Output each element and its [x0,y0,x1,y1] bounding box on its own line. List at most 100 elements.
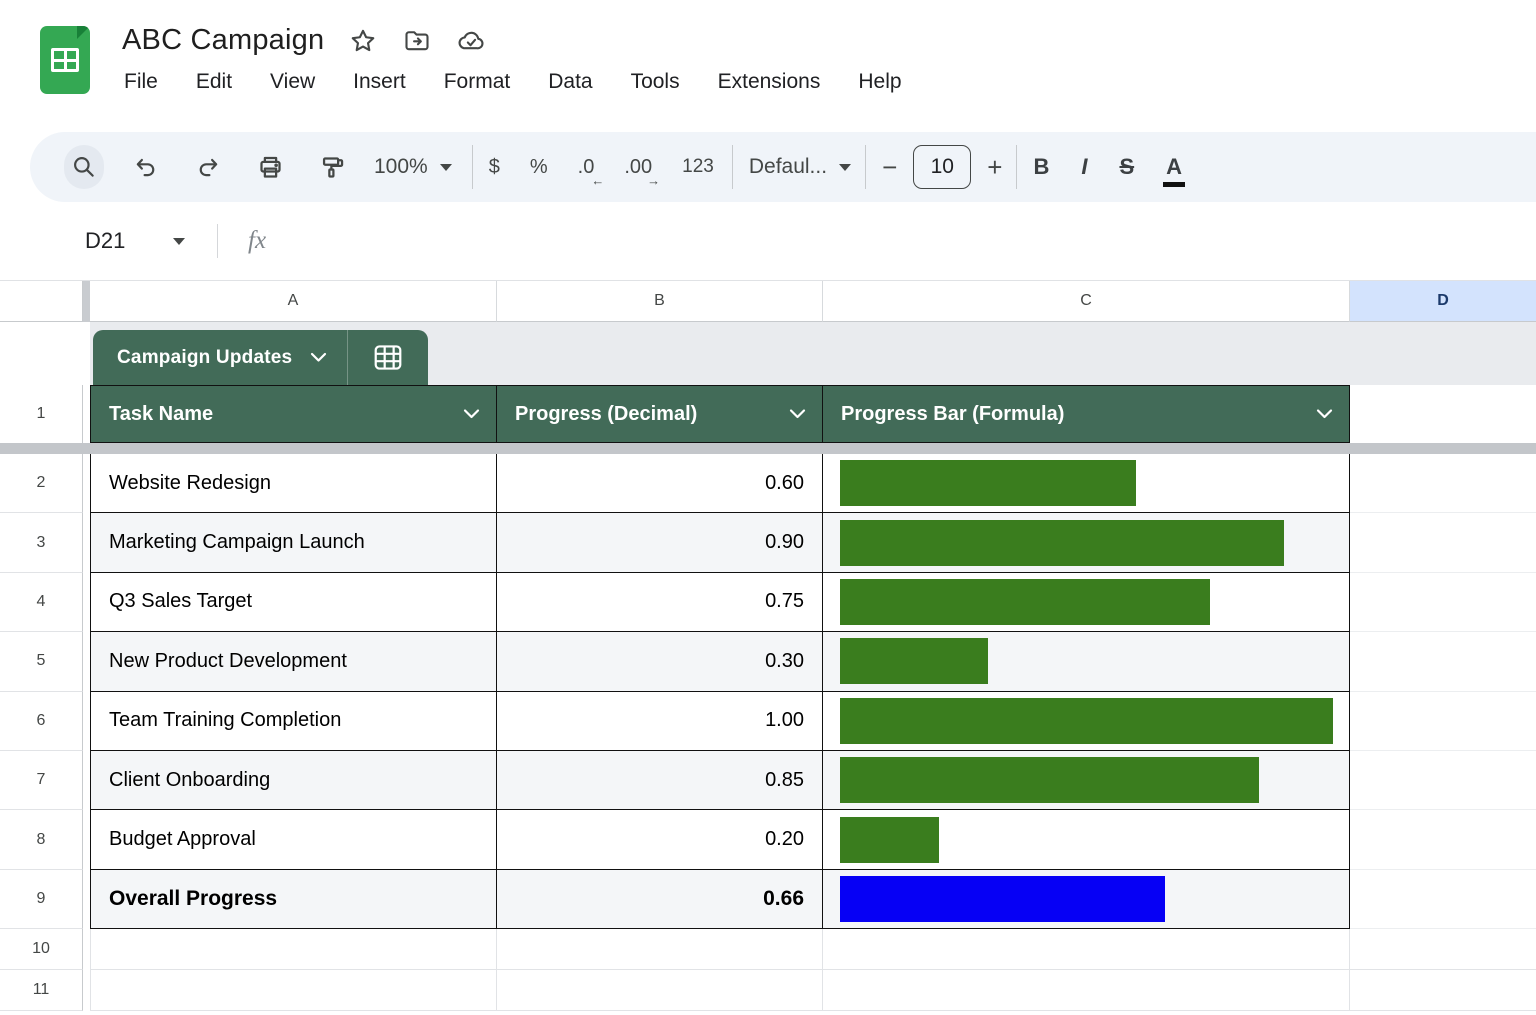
column-header-d-selected[interactable]: D [1350,281,1536,322]
task-cell[interactable]: Marketing Campaign Launch [90,513,497,573]
empty-cell-d[interactable] [1350,632,1536,692]
menu-insert[interactable]: Insert [353,70,406,93]
row-number[interactable]: 2 [0,454,83,514]
task-cell[interactable]: Budget Approval [90,810,497,870]
freeze-handle[interactable] [83,281,90,322]
table-chip[interactable]: Campaign Updates [93,330,429,385]
table-header-progress-bar[interactable]: Progress Bar (Formula) [823,385,1350,443]
empty-cell-d[interactable] [1350,454,1536,514]
more-formats-button[interactable]: 123 [682,156,714,177]
paint-format-icon[interactable] [312,145,352,189]
progress-bar-cell[interactable] [823,513,1350,573]
empty-cell[interactable] [90,970,497,1012]
empty-cell[interactable] [1350,970,1536,1012]
name-box-chevron-icon[interactable] [173,237,185,245]
progress-bar-cell[interactable] [823,572,1350,633]
font-size-input[interactable]: 10 [913,145,972,189]
progress-cell[interactable]: 0.30 [497,632,823,692]
empty-cell[interactable] [1350,929,1536,971]
frozen-row-separator[interactable] [0,443,1536,454]
redo-icon[interactable] [188,145,228,189]
progress-bar-cell[interactable] [823,869,1350,930]
row-number[interactable]: 6 [0,691,83,751]
decrease-font-size-button[interactable]: − [882,151,898,182]
chevron-down-icon[interactable] [310,352,327,363]
menu-file[interactable]: File [124,70,158,93]
column-menu-chevron-icon[interactable] [1316,409,1333,420]
progress-bar-cell[interactable] [823,632,1350,692]
format-currency-button[interactable]: $ [488,155,500,178]
empty-cell[interactable] [497,970,823,1012]
column-header-c[interactable]: C [823,281,1350,322]
empty-cell-d[interactable] [1350,572,1536,633]
star-icon[interactable] [348,26,378,56]
menu-data[interactable]: Data [548,70,593,93]
task-cell[interactable]: Overall Progress [90,869,497,930]
increase-font-size-button[interactable]: + [987,151,1003,182]
row-number[interactable]: 9 [0,869,83,930]
progress-cell[interactable]: 1.00 [497,691,823,751]
row-number[interactable]: 8 [0,810,83,870]
menu-format[interactable]: Format [443,70,511,93]
name-box[interactable]: D21 [85,228,126,253]
menu-edit[interactable]: Edit [195,70,233,93]
font-family-select[interactable]: Defaul... [749,155,852,179]
progress-cell[interactable]: 0.20 [497,810,823,870]
empty-cell[interactable] [823,929,1350,971]
menu-view[interactable]: View [270,70,316,93]
progress-bar-cell[interactable] [823,691,1350,751]
progress-bar-cell[interactable] [823,750,1350,811]
row-number[interactable]: 5 [0,632,83,692]
table-header-task-name[interactable]: Task Name [90,385,497,443]
row-header-1[interactable]: 1 [0,385,83,443]
progress-bar-cell[interactable] [823,454,1350,514]
bold-button[interactable]: B [1033,154,1050,179]
row-number[interactable]: 3 [0,513,83,573]
text-color-button[interactable]: A [1163,154,1185,187]
empty-cell[interactable] [823,970,1350,1012]
empty-cell-d[interactable] [1350,869,1536,930]
column-menu-chevron-icon[interactable] [463,409,480,420]
undo-icon[interactable] [126,145,166,189]
progress-cell[interactable]: 0.90 [497,513,823,573]
task-cell[interactable]: Website Redesign [90,454,497,514]
format-percent-button[interactable]: % [529,155,548,178]
progress-cell[interactable]: 0.60 [497,454,823,514]
search-icon[interactable] [64,145,104,189]
document-title[interactable]: ABC Campaign [122,24,325,56]
empty-cell-d[interactable] [1350,513,1536,573]
column-menu-chevron-icon[interactable] [789,409,806,420]
select-all-corner[interactable] [0,281,83,322]
row-number[interactable]: 7 [0,750,83,811]
sheets-logo-icon[interactable] [40,26,90,94]
empty-cell-d[interactable] [1350,750,1536,811]
task-cell[interactable]: Client Onboarding [90,750,497,811]
print-icon[interactable] [250,145,290,189]
menu-help[interactable]: Help [858,70,902,93]
task-cell[interactable]: Team Training Completion [90,691,497,751]
italic-button[interactable]: I [1081,154,1088,179]
menu-extensions[interactable]: Extensions [717,70,821,93]
empty-cell-d[interactable] [1350,810,1536,870]
progress-cell[interactable]: 0.66 [497,869,823,930]
zoom-control[interactable]: 100% [374,155,452,179]
task-cell[interactable]: New Product Development [90,632,497,692]
progress-cell[interactable]: 0.75 [497,572,823,633]
increase-decimal-button[interactable]: .00 → [624,155,661,188]
decrease-decimal-button[interactable]: .0 ← [577,155,605,188]
progress-bar-cell[interactable] [823,810,1350,870]
table-header-progress-decimal[interactable]: Progress (Decimal) [497,385,823,443]
strikethrough-button[interactable]: S [1119,154,1135,179]
cloud-check-icon[interactable] [456,26,486,56]
empty-cell[interactable] [497,929,823,971]
table-grid-icon[interactable] [348,330,428,385]
row-number[interactable]: 10 [0,929,83,971]
empty-cell[interactable] [90,929,497,971]
row-number[interactable]: 11 [0,970,83,1012]
task-cell[interactable]: Q3 Sales Target [90,572,497,633]
column-header-a[interactable]: A [90,281,497,322]
row-number[interactable]: 4 [0,572,83,633]
column-header-b[interactable]: B [497,281,823,322]
empty-cell-d[interactable] [1350,691,1536,751]
progress-cell[interactable]: 0.85 [497,750,823,811]
